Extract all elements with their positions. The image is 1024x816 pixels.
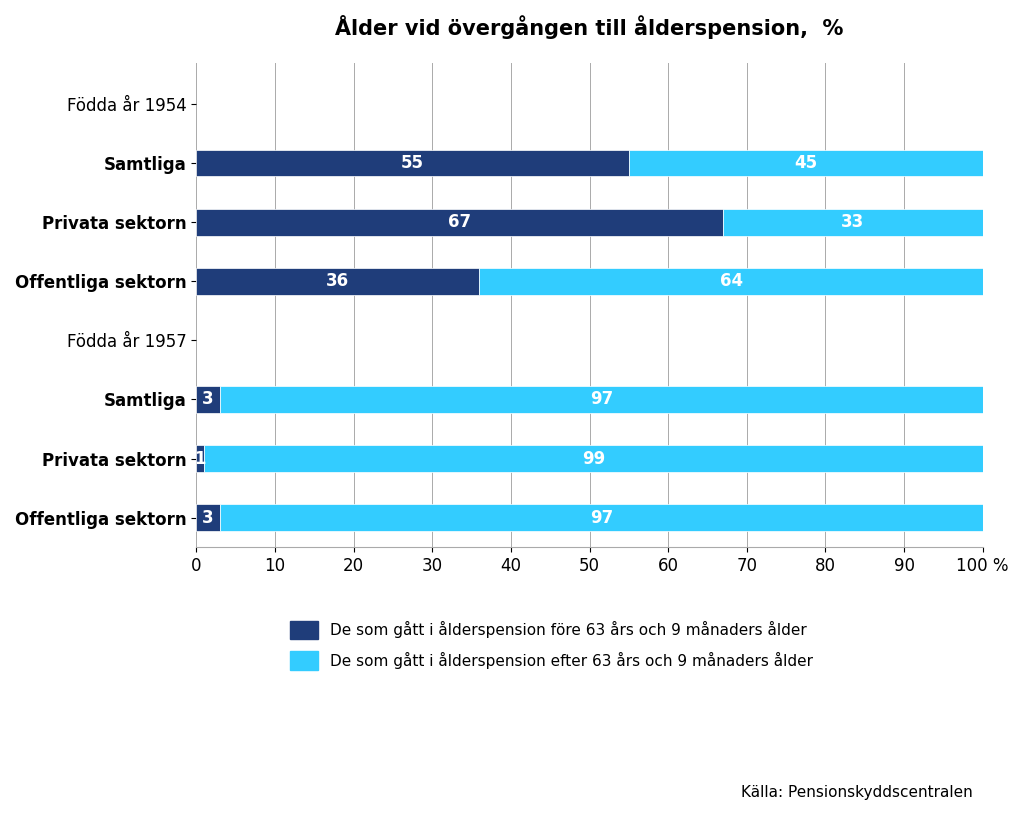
Text: 97: 97 <box>590 508 613 526</box>
Bar <box>723 209 983 236</box>
Title: Ålder vid övergången till ålderspension,  %: Ålder vid övergången till ålderspension,… <box>336 15 844 39</box>
Text: 67: 67 <box>449 213 471 231</box>
Bar <box>220 504 983 531</box>
Bar <box>629 150 983 176</box>
Bar <box>197 446 204 472</box>
Text: 97: 97 <box>590 390 613 409</box>
Bar <box>197 209 723 236</box>
Text: 99: 99 <box>582 450 605 468</box>
Bar <box>197 268 479 295</box>
Bar <box>197 150 629 176</box>
Text: Källa: Pensionskyddscentralen: Källa: Pensionskyddscentralen <box>741 785 973 800</box>
Text: 33: 33 <box>842 213 864 231</box>
Legend: De som gått i ålderspension före 63 års och 9 månaders ålder, De som gått i ålde: De som gått i ålderspension före 63 års … <box>283 613 820 677</box>
Bar <box>197 504 220 531</box>
Bar <box>204 446 983 472</box>
Text: 55: 55 <box>401 154 424 172</box>
Text: 64: 64 <box>720 273 742 290</box>
Text: 45: 45 <box>795 154 817 172</box>
Bar <box>197 386 220 413</box>
Text: 36: 36 <box>327 273 349 290</box>
Bar <box>479 268 983 295</box>
Text: 1: 1 <box>195 450 206 468</box>
Text: 3: 3 <box>203 508 214 526</box>
Bar <box>220 386 983 413</box>
Text: 3: 3 <box>203 390 214 409</box>
